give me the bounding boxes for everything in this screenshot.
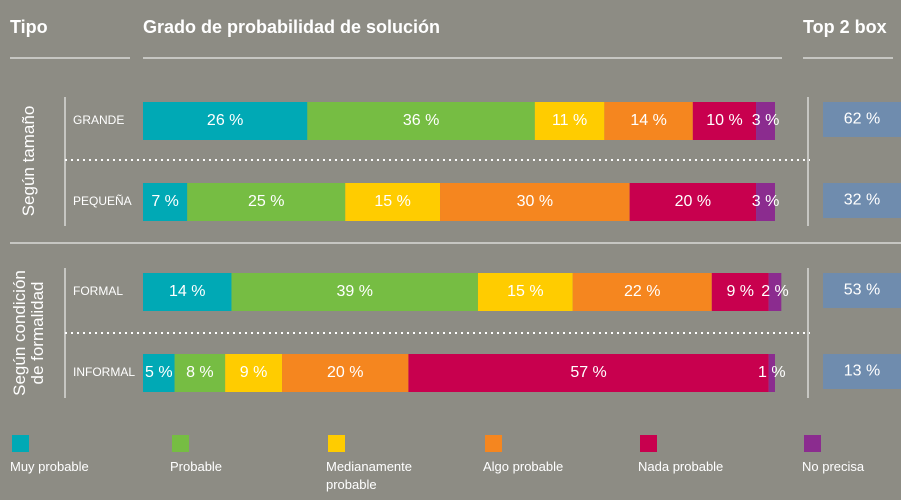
legend-swatch: [804, 435, 821, 452]
bar-segment: [408, 354, 769, 392]
row-label: INFORMAL: [73, 365, 135, 379]
legend-label: Algo probable: [483, 459, 564, 474]
group-label: Según condiciónde formalidad: [10, 270, 47, 396]
value-label: 15 %: [507, 283, 543, 300]
bar-segment: [143, 354, 175, 392]
legend-swatch: [640, 435, 657, 452]
top2-box: [823, 102, 901, 137]
bar-segment: [534, 102, 605, 140]
bar-segment: [143, 102, 308, 140]
value-label: 26 %: [207, 112, 243, 129]
top2-header: Top 2 box: [803, 17, 887, 37]
value-label: 22 %: [624, 283, 660, 300]
bar-segment: [225, 354, 283, 392]
legend-swatch: [12, 435, 29, 452]
value-label: 11 %: [552, 112, 587, 129]
row-label: FORMAL: [73, 284, 123, 298]
bar-segment: [572, 273, 712, 311]
value-label: 1 %: [758, 364, 786, 381]
top2-box: [823, 183, 901, 218]
bar-segment: [187, 183, 346, 221]
top2-label: 13 %: [844, 363, 880, 380]
bar-segment: [231, 273, 478, 311]
row-label: GRANDE: [73, 113, 124, 127]
top2-label: 53 %: [844, 282, 880, 299]
bar-segment: [756, 102, 775, 140]
value-label: 36 %: [403, 112, 439, 129]
group-label-line: de formalidad: [28, 281, 47, 384]
value-label: 14 %: [169, 283, 205, 300]
bar-segment: [143, 183, 188, 221]
value-label: 9 %: [726, 283, 754, 300]
top2-label: 32 %: [844, 192, 880, 209]
group-label: Según tamaño: [19, 106, 38, 217]
value-label: 14 %: [630, 112, 666, 129]
bar-segment: [345, 183, 441, 221]
value-label: 3 %: [752, 193, 780, 210]
legend-label: Muy probable: [10, 459, 89, 474]
top2-box: [823, 273, 901, 308]
value-label: 30 %: [517, 193, 553, 210]
bar-segment: [143, 273, 232, 311]
bar-segment: [756, 183, 775, 221]
rules: [10, 57, 901, 398]
bar-segment: [307, 102, 535, 140]
chart-title: Grado de probabilidad de solución: [143, 17, 440, 37]
bar-segment: [604, 102, 693, 140]
type-header: Tipo: [10, 17, 48, 37]
legend-label: No precisa: [802, 459, 865, 474]
bar-segment: [477, 273, 573, 311]
legend-label: Nada probable: [638, 459, 724, 474]
group-label-line: Según tamaño: [19, 106, 38, 217]
value-label: 57 %: [570, 364, 606, 381]
value-label: 15 %: [374, 193, 410, 210]
bar-segment: [711, 273, 769, 311]
bar-segment: [692, 102, 757, 140]
legend-swatch: [172, 435, 189, 452]
bar-segment: [768, 354, 775, 392]
top2-label: 62 %: [844, 111, 880, 128]
value-label: 20 %: [327, 364, 363, 381]
bar-segment: [440, 183, 630, 221]
group-label-line: Según condición: [10, 270, 29, 396]
value-label: 7 %: [151, 193, 179, 210]
row-label: PEQUEÑA: [73, 194, 132, 208]
value-label: 5 %: [145, 364, 173, 381]
value-label: 9 %: [240, 364, 268, 381]
bar-segment: [282, 354, 409, 392]
value-label: 3 %: [752, 112, 780, 129]
value-label: 8 %: [186, 364, 214, 381]
legend-label: Probable: [170, 459, 223, 474]
legend-label: Medianamente probable: [326, 459, 412, 492]
value-label: 2 %: [761, 283, 789, 300]
value-label: 25 %: [248, 193, 284, 210]
value-label: 39 %: [336, 283, 372, 300]
value-label: 20 %: [675, 193, 711, 210]
legend-swatch: [328, 435, 345, 452]
bar-segment: [174, 354, 226, 392]
legend-swatch: [485, 435, 502, 452]
bar-segment: [768, 273, 782, 311]
top2-box: [823, 354, 901, 389]
bar-segment: [629, 183, 757, 221]
value-label: 10 %: [706, 112, 742, 129]
